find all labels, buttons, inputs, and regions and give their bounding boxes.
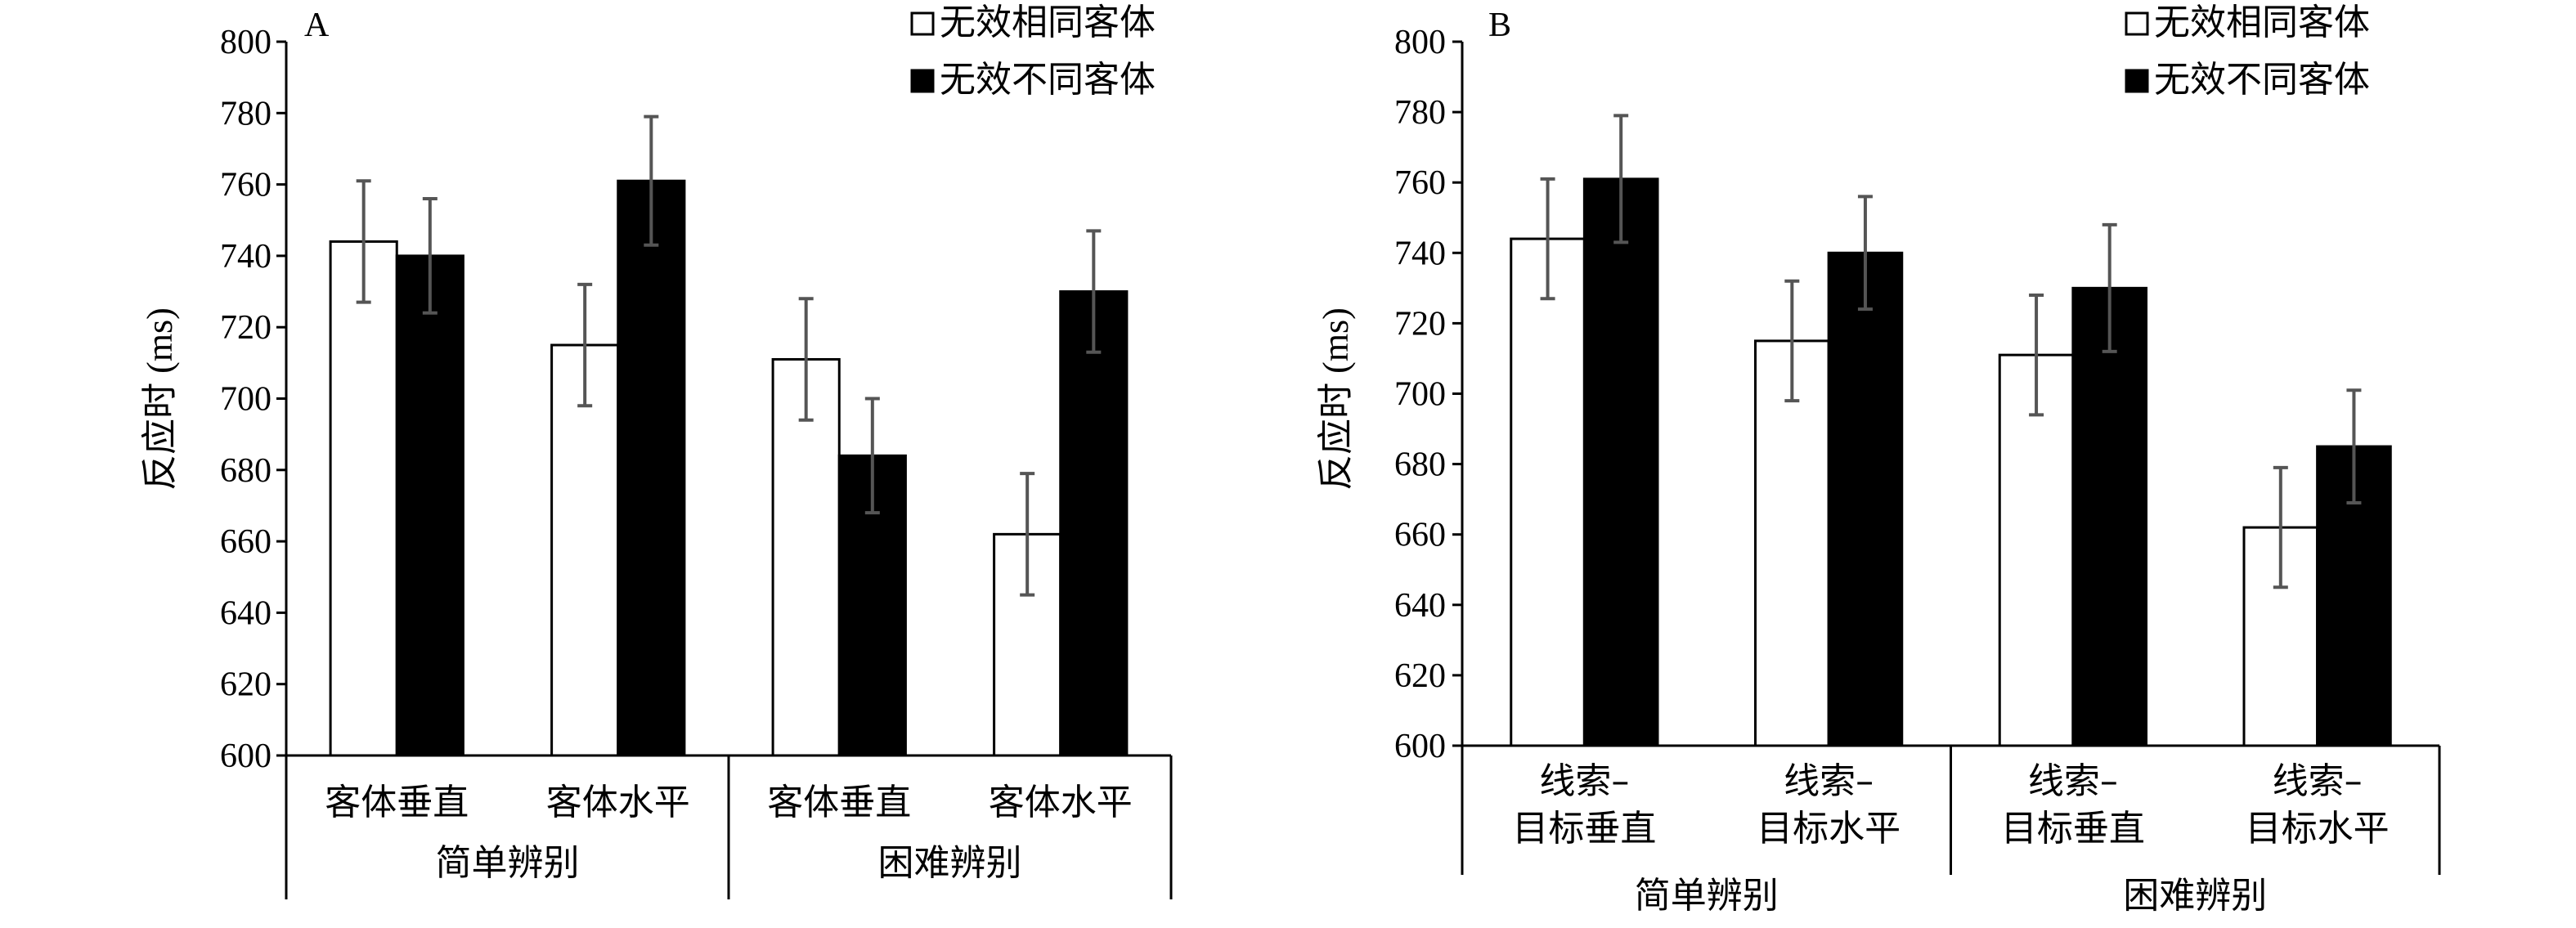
- y-tick-label: 660: [220, 523, 272, 561]
- bar-different-object: [395, 254, 464, 757]
- chart-panel-a: 600 620 640 660 680 700 720 740 760 780 800 反应时 (ms…: [140, 2, 1173, 899]
- y-tick-label: 780: [220, 95, 272, 132]
- x-group-label: 简单辨别: [1635, 875, 1779, 917]
- legend-swatch: [910, 69, 935, 93]
- bar-same-object: [329, 240, 398, 757]
- y-tick-label: 760: [1394, 164, 1446, 202]
- y-tick-label: 700: [1394, 376, 1446, 414]
- legend-swatch: [2125, 69, 2149, 93]
- legend-swatch: [2125, 11, 2149, 36]
- y-tick-label: 780: [1394, 94, 1446, 132]
- y-tick-label: 600: [1394, 728, 1446, 765]
- x-category-label: 目标垂直: [1512, 808, 1656, 850]
- x-category-label: 线索–: [2273, 760, 2363, 802]
- x-group-label: 简单辨别: [436, 842, 580, 884]
- y-tick-label: 600: [220, 737, 272, 775]
- x-category-label: 客体垂直: [325, 782, 469, 823]
- legend-label: 无效不同客体: [940, 59, 1156, 101]
- y-tick-label: 720: [1394, 305, 1446, 343]
- y-tick-label: 620: [220, 666, 272, 704]
- bar-different-object: [1059, 290, 1129, 757]
- legend-label: 无效相同客体: [940, 2, 1156, 43]
- y-tick-label: 660: [1394, 517, 1446, 554]
- y-tick-label: 800: [220, 24, 272, 61]
- y-tick-label: 620: [1394, 657, 1446, 695]
- x-category-label: 线索–: [2028, 760, 2118, 802]
- legend-label: 无效不同客体: [2154, 59, 2370, 101]
- bar-different-object: [1827, 251, 1904, 747]
- x-category-label: 客体垂直: [767, 782, 911, 823]
- legend-swatch: [910, 11, 935, 36]
- y-tick-label: 740: [220, 238, 272, 276]
- y-tick-label: 740: [1394, 235, 1446, 272]
- bar-same-object: [1754, 339, 1830, 747]
- panel-label: A: [304, 7, 330, 44]
- y-tick-label: 640: [220, 594, 272, 632]
- x-category-label: 目标水平: [1757, 808, 1901, 850]
- legend-label: 无效相同客体: [2154, 2, 2370, 43]
- x-category-label: 客体水平: [546, 782, 690, 823]
- y-axis-label: 反应时 (ms): [1316, 307, 1356, 491]
- bar-different-object: [617, 179, 686, 757]
- y-tick-label: 640: [1394, 587, 1446, 625]
- bar-same-object: [1510, 237, 1586, 747]
- y-tick-label: 700: [220, 381, 272, 419]
- x-category-label: 客体水平: [989, 782, 1133, 823]
- y-tick-label: 680: [1394, 446, 1446, 484]
- bar-different-object: [1582, 177, 1659, 747]
- y-tick-label: 760: [220, 167, 272, 204]
- x-category-label: 线索–: [1539, 760, 1629, 802]
- y-axis-label: 反应时 (ms): [140, 307, 180, 491]
- x-group-label: 困难辨别: [878, 842, 1022, 884]
- y-tick-label: 720: [220, 309, 272, 347]
- chart-panel-b: 600 620 640 660 680 700 720 740 760 780 800 反应时 (ms…: [1316, 2, 2441, 917]
- y-tick-label: 680: [220, 452, 272, 490]
- x-category-label: 目标水平: [2246, 808, 2390, 850]
- panel-label: B: [1488, 7, 1511, 44]
- y-tick-label: 800: [1394, 24, 1446, 61]
- x-group-label: 困难辨别: [2123, 875, 2267, 917]
- bar-different-object: [2071, 286, 2147, 747]
- x-category-label: 线索–: [1784, 760, 1874, 802]
- x-category-label: 目标垂直: [2001, 808, 2145, 850]
